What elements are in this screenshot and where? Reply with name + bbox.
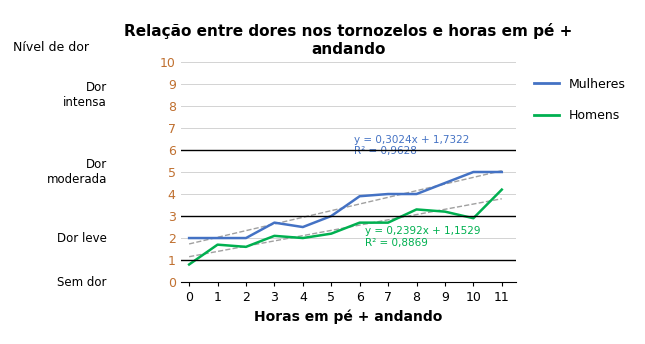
Mulheres xyxy=(413,192,421,196)
Homens xyxy=(213,243,221,247)
Mulheres xyxy=(185,236,193,240)
Mulheres xyxy=(328,214,335,218)
Text: Dor
moderada: Dor moderada xyxy=(46,158,107,186)
Homens xyxy=(498,187,506,192)
Mulheres xyxy=(270,221,278,225)
Text: Sem dor: Sem dor xyxy=(57,276,107,289)
Homens xyxy=(242,245,250,249)
Homens xyxy=(441,209,449,214)
Title: Relação entre dores nos tornozelos e horas em pé +
andando: Relação entre dores nos tornozelos e hor… xyxy=(124,23,573,56)
Homens xyxy=(384,221,392,225)
Mulheres xyxy=(242,236,250,240)
Mulheres xyxy=(213,236,221,240)
Text: y = 0,2392x + 1,1529
R² = 0,8869: y = 0,2392x + 1,1529 R² = 0,8869 xyxy=(365,226,481,248)
Homens xyxy=(328,232,335,236)
Homens xyxy=(185,262,193,267)
Text: y = 0,3024x + 1,7322
R² = 0,9628: y = 0,3024x + 1,7322 R² = 0,9628 xyxy=(354,135,470,156)
Homens xyxy=(270,234,278,238)
Text: Dor leve: Dor leve xyxy=(57,232,107,245)
Text: Nível de dor: Nível de dor xyxy=(13,41,89,54)
Homens xyxy=(413,207,421,212)
Line: Mulheres: Mulheres xyxy=(189,172,502,238)
Homens xyxy=(299,236,306,240)
Homens xyxy=(356,221,364,225)
Text: Dor
intensa: Dor intensa xyxy=(63,81,107,109)
Mulheres xyxy=(498,170,506,174)
Line: Homens: Homens xyxy=(189,190,502,265)
Mulheres xyxy=(470,170,477,174)
Mulheres xyxy=(384,192,392,196)
Mulheres xyxy=(299,225,306,229)
Legend: Mulheres, Homens: Mulheres, Homens xyxy=(529,73,631,127)
Homens xyxy=(470,216,477,220)
Mulheres xyxy=(356,194,364,198)
X-axis label: Horas em pé + andando: Horas em pé + andando xyxy=(254,310,442,324)
Mulheres xyxy=(441,181,449,185)
